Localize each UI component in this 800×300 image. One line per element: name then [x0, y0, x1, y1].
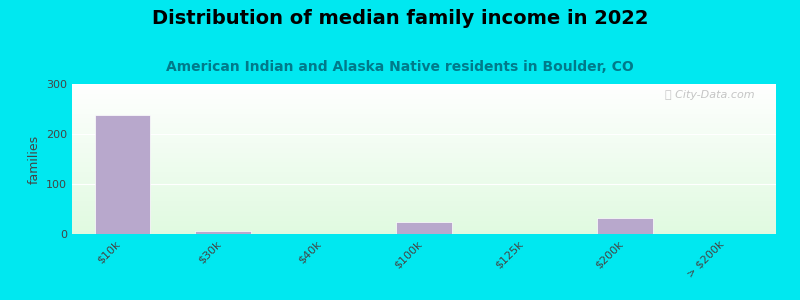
- Bar: [195, 230, 250, 234]
- Bar: [598, 218, 653, 234]
- Text: ⓘ City-Data.com: ⓘ City-Data.com: [666, 90, 755, 100]
- Bar: [94, 115, 150, 234]
- Bar: [396, 221, 452, 234]
- Y-axis label: families: families: [27, 134, 41, 184]
- Text: Distribution of median family income in 2022: Distribution of median family income in …: [152, 9, 648, 28]
- Text: American Indian and Alaska Native residents in Boulder, CO: American Indian and Alaska Native reside…: [166, 60, 634, 74]
